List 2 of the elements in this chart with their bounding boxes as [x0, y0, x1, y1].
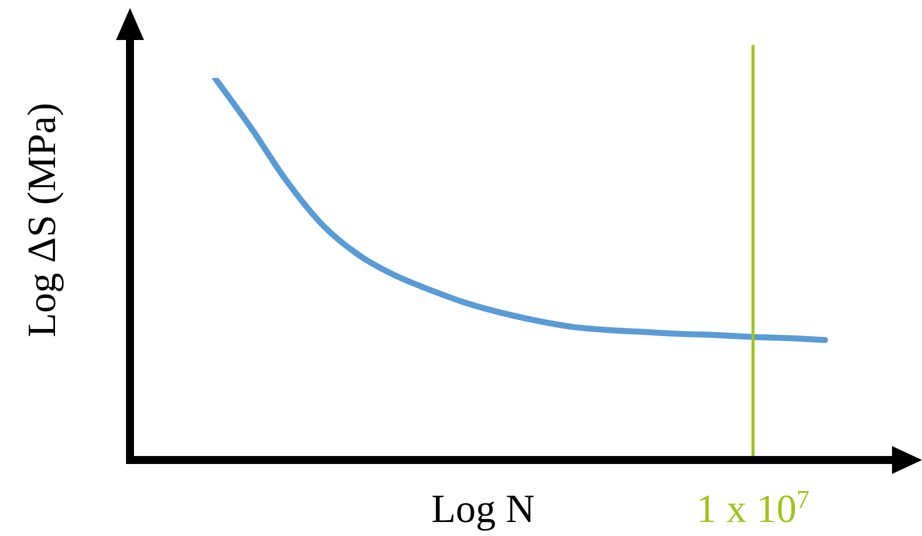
y-axis-title: Log ΔS (MPa): [19, 102, 64, 338]
x-axis-title: Log N: [431, 486, 535, 531]
